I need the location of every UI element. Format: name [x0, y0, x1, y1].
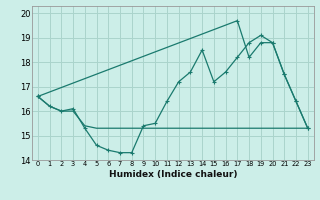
X-axis label: Humidex (Indice chaleur): Humidex (Indice chaleur): [108, 170, 237, 179]
